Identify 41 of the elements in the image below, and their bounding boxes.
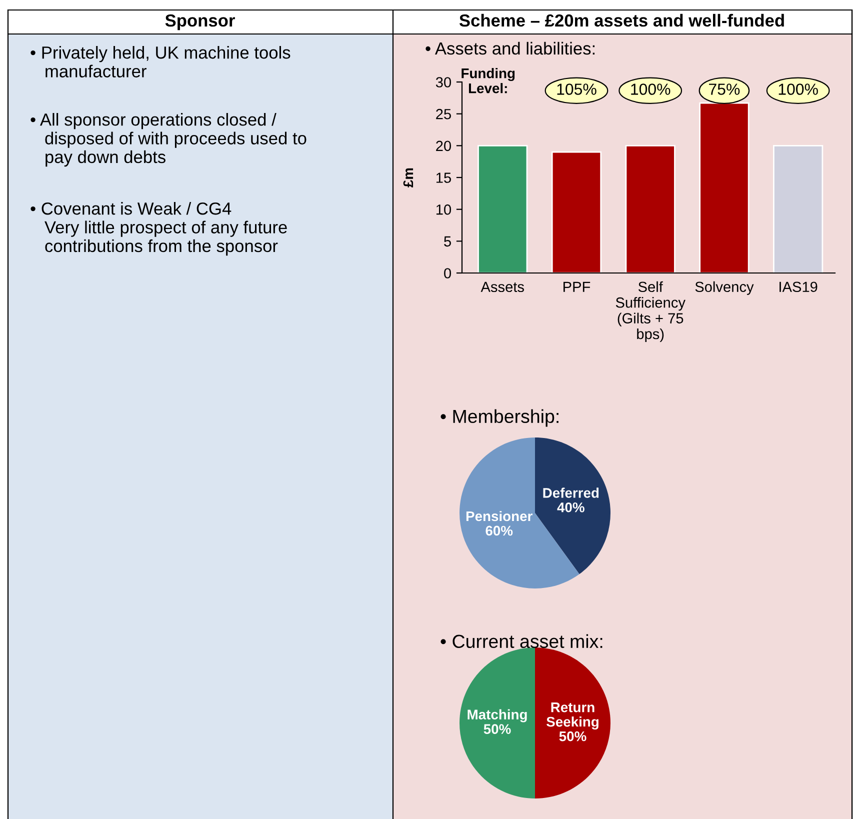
pie-slice — [535, 438, 610, 574]
y-tick-label: 25 — [436, 108, 451, 120]
slice-label: Deferred — [543, 488, 599, 498]
text: • Privately held, UK machine tools manufacturer — [30, 46, 290, 78]
annotation: 75% — [709, 84, 740, 95]
y-tick-label: 30 — [436, 77, 452, 88]
text: Sponsor — [165, 14, 235, 30]
y-tick-label: 5 — [444, 236, 451, 247]
y-tick-label: 20 — [436, 140, 452, 152]
text: • Covenant is Weak / CG4 Very little prospect of any future contributions from the sponsor — [30, 202, 287, 256]
text: • All sponsor operations closed / disposed of with proceeds used to pay down debts — [30, 113, 306, 167]
data-label: 50% — [559, 731, 586, 742]
annotation: Funding Level: — [462, 68, 515, 94]
chart-subtitle: • Assets and liabilities: — [426, 42, 595, 55]
pie-slice — [460, 648, 535, 798]
y-tick-label: 15 — [436, 172, 451, 183]
x-tick-label: Solvency — [695, 281, 754, 295]
bar — [625, 144, 676, 273]
data-label: 50% — [484, 724, 511, 734]
bar — [478, 144, 528, 273]
slice-label: Matching — [468, 709, 527, 722]
pie-slice — [535, 648, 610, 798]
chart-title: Scheme – £20m assets and well-funded — [459, 14, 784, 27]
bar — [773, 144, 824, 273]
bar — [551, 151, 602, 273]
data-label: 60% — [486, 526, 513, 536]
x-tick-label: Assets — [480, 282, 524, 292]
slice-label: Return Seeking — [546, 702, 598, 730]
x-tick-label: Self Sufficiency (Gilts + 75 bps) — [616, 281, 686, 342]
annotation: 100% — [778, 84, 818, 95]
y-tick-label: 10 — [436, 204, 452, 215]
y-axis-title: £m — [403, 168, 414, 188]
annotation: 105% — [557, 84, 596, 95]
data-label: 40% — [557, 502, 584, 512]
chart-title: • Current asset mix: — [440, 634, 602, 648]
x-tick-label: PPF — [564, 282, 590, 292]
x-tick-label: IAS19 — [780, 282, 818, 292]
y-tick-label: 0 — [444, 268, 452, 278]
slice-label: Pensioner — [466, 510, 532, 522]
chart-title: • Membership: — [440, 409, 558, 427]
annotation: 100% — [631, 84, 670, 95]
